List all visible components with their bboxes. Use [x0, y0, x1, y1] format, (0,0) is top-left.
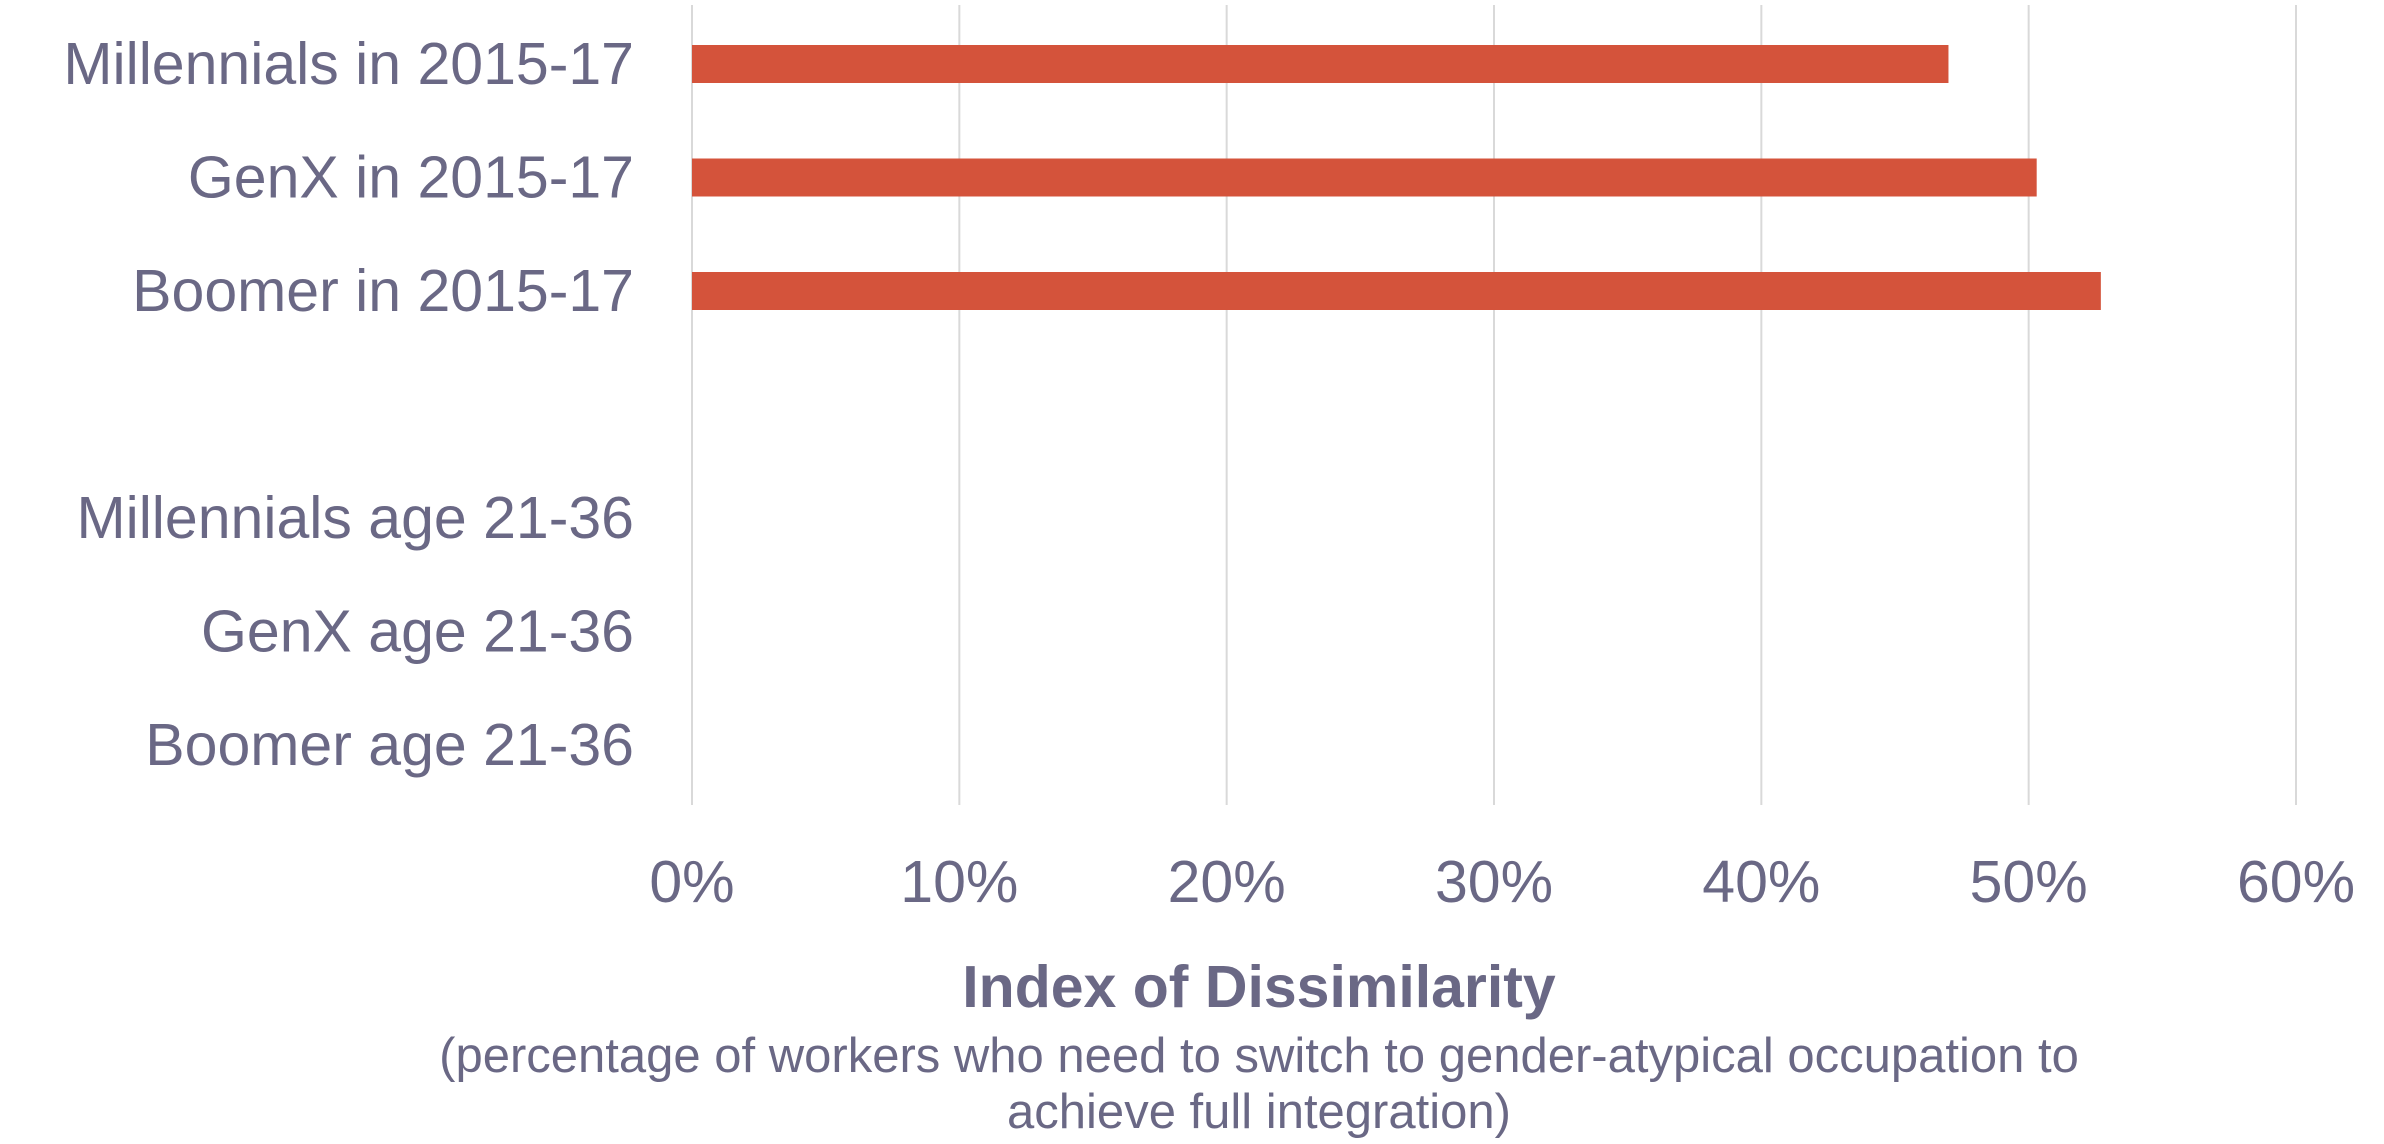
- category-label: Millennials age 21-36: [76, 485, 634, 551]
- bar: [692, 45, 1949, 83]
- category-label: Boomer age 21-36: [145, 712, 634, 778]
- category-labels: Millennials in 2015-17 GenX in 2015-17 Boo…: [63, 31, 634, 778]
- gridlines: [691, 5, 2297, 805]
- x-axis-title: Index of Dissimilarity: [962, 954, 1556, 1020]
- category-label: Boomer in 2015-17: [132, 258, 634, 324]
- bar: [692, 158, 2037, 197]
- category-label: Millennials in 2015-17: [63, 31, 634, 97]
- x-tick-label: 30%: [1435, 849, 1553, 915]
- x-tick-label: 10%: [900, 849, 1018, 915]
- x-tick-label: 20%: [1168, 849, 1286, 915]
- x-tick-label: 50%: [1970, 849, 2088, 915]
- x-axis-subtitle-line-2: achieve full integration): [1007, 1085, 1511, 1139]
- x-tick-label: 40%: [1702, 849, 1820, 915]
- bar: [692, 272, 2101, 310]
- x-axis-subtitle-line-1: (percentage of workers who need to switc…: [439, 1029, 2079, 1083]
- bars: [692, 45, 2101, 310]
- category-label: GenX in 2015-17: [188, 145, 634, 211]
- category-label: GenX age 21-36: [201, 599, 634, 665]
- x-tick-label: 60%: [2237, 849, 2355, 915]
- x-tick-label: 0%: [649, 849, 734, 915]
- x-tick-labels: 0% 10% 20% 30% 40% 50% 60%: [649, 849, 2355, 915]
